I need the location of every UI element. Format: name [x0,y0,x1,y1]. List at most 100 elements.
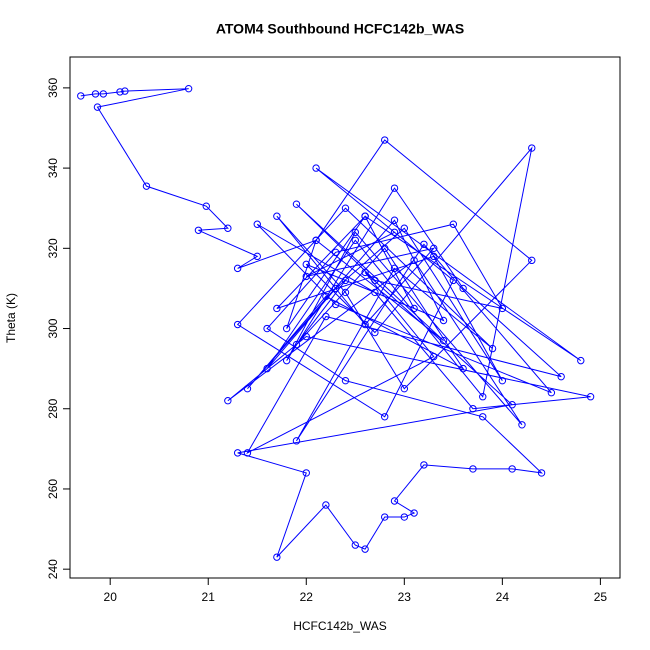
data-point [547,389,556,397]
data-point [381,413,389,421]
data-point [233,449,242,457]
data-point [410,509,418,517]
data-point [233,264,242,273]
plot-frame [69,56,621,579]
data-point [322,501,330,509]
data-point [469,405,477,413]
data-point [361,320,369,329]
data-point [312,164,320,172]
data-point [371,288,379,297]
data-point [528,256,536,265]
data-point [361,545,369,553]
data-point [184,84,193,93]
data-point [420,461,428,469]
y-axis-label: Theta (K) [4,293,18,343]
data-point [390,264,399,273]
data-point [439,316,448,325]
data-point [243,384,252,393]
data-point [586,393,595,401]
data-point [439,336,448,345]
y-tick-label: 240 [46,559,60,579]
y-tick-label: 280 [46,398,60,418]
data-point [479,393,487,401]
x-tick-label: 25 [594,590,608,604]
data-point [498,304,507,313]
data-point [351,236,359,244]
x-axis-label: HCFC142b_WAS [293,619,387,633]
data-point [430,352,438,361]
data-point [202,202,210,210]
data-point [498,376,507,385]
data-point [341,288,350,297]
data-point [263,324,271,333]
data-point [322,312,330,321]
y-tick-label: 340 [46,158,60,178]
data-point [322,292,330,301]
data-point [302,272,310,281]
data-point [390,497,399,505]
data-point [508,465,516,473]
x-tick-label: 22 [300,590,314,604]
data-point [331,284,340,293]
data-point [292,200,301,208]
data-point [400,384,409,393]
data-point [77,92,85,100]
data-point [99,90,108,98]
data-point [390,216,399,224]
data-point [263,364,271,373]
data-point [488,344,497,353]
y-tick-label: 300 [46,318,60,338]
data-point [302,469,310,477]
data-point [459,284,467,293]
data-point [282,356,291,365]
data-point [469,465,477,473]
data-point [194,226,203,234]
data-point [420,240,428,249]
data-point [361,268,369,277]
data-point [116,88,124,96]
data-point [390,228,399,236]
data-point [410,304,418,313]
data-line [80,88,591,558]
data-point [528,144,536,152]
data-point [224,397,232,405]
data-point [273,304,281,313]
data-point [341,204,350,212]
data-point [508,401,516,409]
data-point [557,372,565,381]
data-point [292,340,301,349]
data-point [253,252,261,261]
data-point [381,136,389,144]
data-point [410,256,418,265]
data-point [302,332,310,341]
data-point [292,437,301,445]
data-point [537,469,546,477]
data-point [430,252,438,261]
data-point [331,300,340,309]
data-point [390,184,399,192]
data-point [479,413,487,421]
y-tick-label: 260 [46,479,60,499]
data-point [371,328,379,337]
data-point [142,182,151,190]
data-point [341,276,350,285]
data-point [224,224,232,232]
data-point [449,276,458,285]
data-point [430,244,438,253]
data-point [449,220,458,228]
y-tick-label: 320 [46,238,60,258]
data-point [518,421,526,429]
data-point [400,224,409,232]
x-tick-label: 23 [398,590,412,604]
y-tick-label: 360 [46,78,60,98]
data-point [233,320,242,329]
data-point [312,236,320,244]
data-point [331,248,340,257]
data-point [121,87,129,95]
data-point [381,513,389,521]
chart-title: ATOM4 Southbound HCFC142b_WAS [216,21,464,37]
data-point [91,90,100,98]
x-tick-label: 24 [496,590,510,604]
